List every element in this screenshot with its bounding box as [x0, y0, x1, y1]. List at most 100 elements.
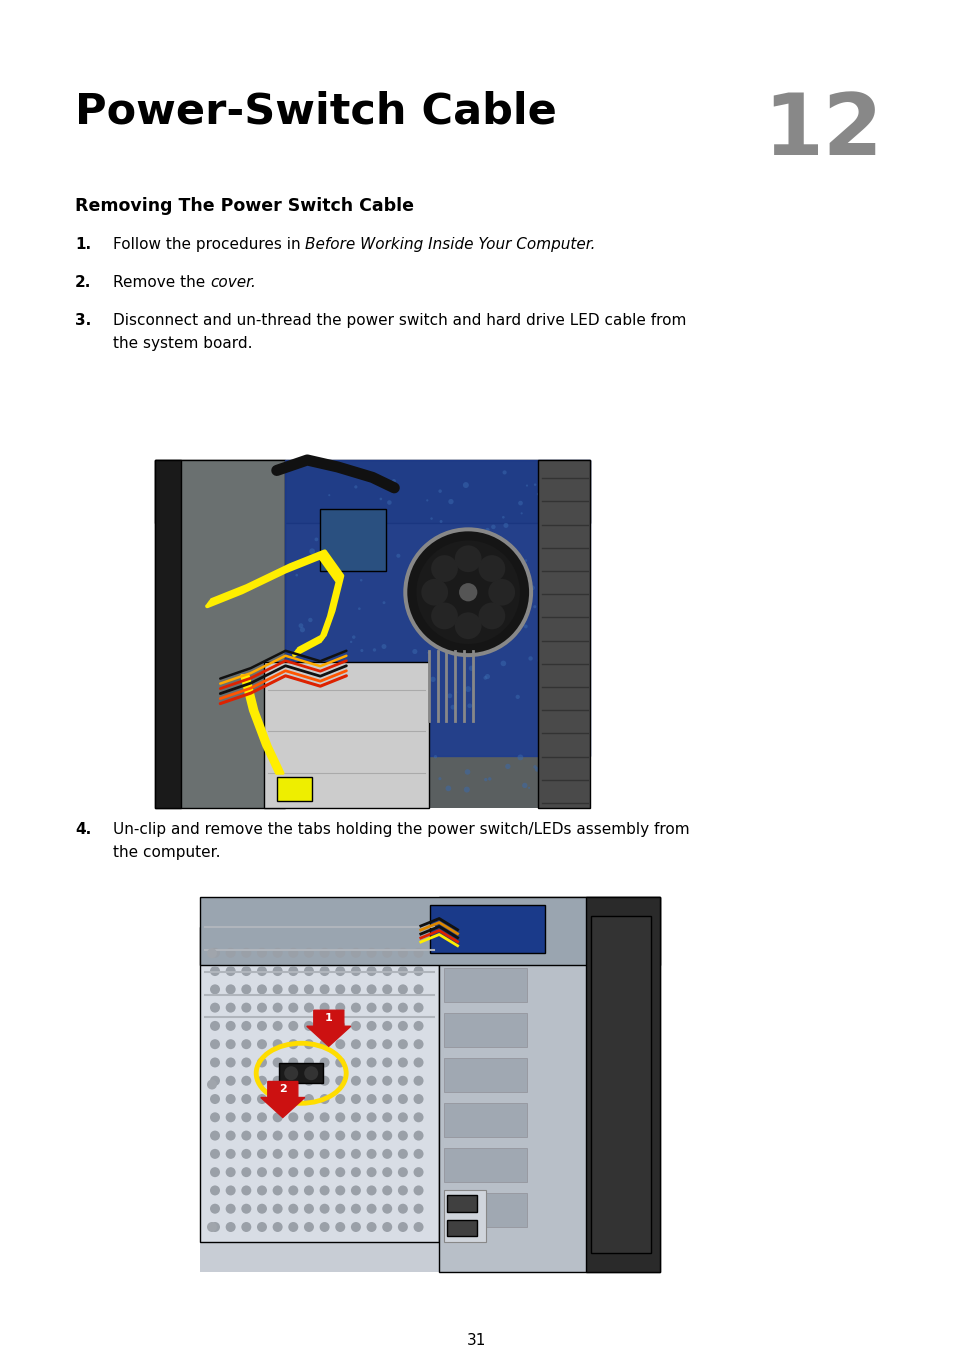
Circle shape [387, 701, 390, 702]
Circle shape [351, 1003, 360, 1012]
Circle shape [273, 1131, 282, 1141]
Circle shape [256, 985, 267, 994]
Circle shape [335, 1223, 345, 1232]
Circle shape [256, 966, 267, 977]
Circle shape [210, 966, 220, 977]
Circle shape [304, 948, 314, 958]
Circle shape [413, 985, 423, 994]
Circle shape [382, 1186, 392, 1195]
Circle shape [483, 676, 487, 680]
Circle shape [340, 790, 343, 792]
Circle shape [533, 765, 537, 769]
Text: 1.: 1. [75, 236, 91, 251]
Circle shape [366, 1112, 376, 1123]
Circle shape [436, 571, 441, 576]
Circle shape [210, 948, 220, 958]
Polygon shape [307, 1011, 351, 1046]
Circle shape [319, 1149, 329, 1158]
Circle shape [431, 555, 457, 582]
Circle shape [575, 478, 578, 482]
Circle shape [568, 723, 572, 727]
Circle shape [448, 499, 453, 504]
Circle shape [335, 1003, 345, 1012]
Circle shape [241, 1020, 251, 1031]
Circle shape [535, 768, 538, 772]
Circle shape [525, 485, 528, 486]
Circle shape [256, 1076, 267, 1086]
Circle shape [351, 1040, 360, 1049]
Circle shape [557, 735, 559, 738]
Circle shape [241, 1203, 251, 1214]
Circle shape [326, 728, 331, 734]
FancyBboxPatch shape [263, 663, 429, 809]
Circle shape [320, 701, 324, 703]
Circle shape [288, 966, 298, 977]
Circle shape [529, 586, 535, 590]
Circle shape [319, 966, 329, 977]
Circle shape [350, 641, 352, 643]
Circle shape [304, 985, 314, 994]
Circle shape [241, 1040, 251, 1049]
Circle shape [351, 948, 360, 958]
Circle shape [226, 1040, 235, 1049]
Circle shape [565, 643, 567, 645]
Circle shape [546, 708, 550, 712]
Circle shape [304, 1149, 314, 1158]
Circle shape [543, 594, 548, 600]
Circle shape [467, 703, 472, 708]
Circle shape [338, 736, 342, 739]
Circle shape [392, 479, 395, 484]
Circle shape [520, 512, 522, 515]
Circle shape [381, 643, 386, 649]
Circle shape [335, 1040, 345, 1049]
Circle shape [397, 1131, 408, 1141]
Circle shape [319, 1186, 329, 1195]
Circle shape [273, 966, 282, 977]
Circle shape [366, 1186, 376, 1195]
Circle shape [413, 966, 423, 977]
Circle shape [241, 948, 251, 958]
Circle shape [382, 1094, 392, 1104]
Circle shape [366, 1003, 376, 1012]
Circle shape [413, 1203, 423, 1214]
Circle shape [397, 1057, 408, 1067]
Circle shape [273, 1203, 282, 1214]
Circle shape [401, 731, 407, 736]
Circle shape [517, 501, 522, 505]
Circle shape [241, 1003, 251, 1012]
Circle shape [335, 1057, 345, 1067]
Circle shape [256, 1040, 267, 1049]
FancyBboxPatch shape [444, 1194, 526, 1227]
Circle shape [397, 1186, 408, 1195]
Circle shape [438, 777, 441, 780]
Circle shape [427, 652, 430, 654]
Circle shape [357, 608, 360, 611]
Circle shape [382, 1057, 392, 1067]
Circle shape [299, 710, 302, 713]
Circle shape [397, 1094, 408, 1104]
Circle shape [335, 1076, 345, 1086]
Circle shape [397, 985, 408, 994]
Polygon shape [260, 1082, 304, 1117]
Circle shape [388, 781, 391, 784]
Circle shape [382, 546, 386, 550]
Circle shape [414, 739, 417, 743]
Circle shape [241, 1094, 251, 1104]
Circle shape [517, 754, 523, 761]
Text: cover.: cover. [210, 275, 255, 290]
FancyBboxPatch shape [586, 897, 659, 1272]
Circle shape [366, 1020, 376, 1031]
Circle shape [241, 1112, 251, 1123]
Circle shape [366, 1057, 376, 1067]
Circle shape [413, 1186, 423, 1195]
Circle shape [288, 1167, 298, 1177]
Circle shape [413, 1040, 423, 1049]
Circle shape [335, 966, 345, 977]
Circle shape [413, 1076, 423, 1086]
Circle shape [416, 755, 419, 759]
Circle shape [226, 1186, 235, 1195]
Circle shape [366, 1131, 376, 1141]
Circle shape [304, 1003, 314, 1012]
FancyBboxPatch shape [276, 777, 312, 800]
Circle shape [373, 649, 375, 652]
